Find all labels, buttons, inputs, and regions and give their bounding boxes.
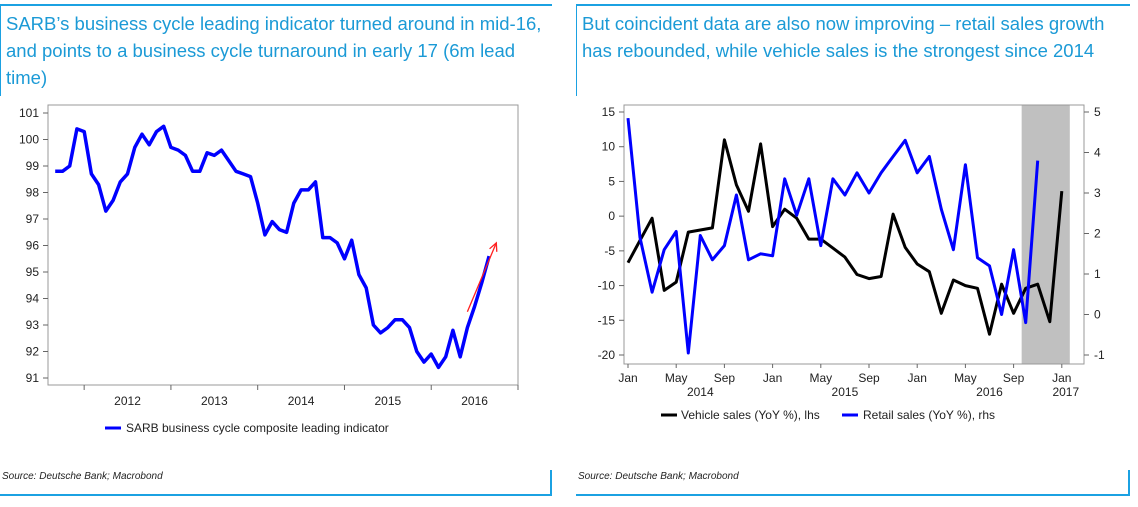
- y-right-tick-label: -1: [1094, 348, 1105, 362]
- x-tick-label: Sep: [1003, 371, 1025, 385]
- y-left-tick-label: 5: [608, 174, 615, 188]
- bottom-divider: [0, 494, 552, 496]
- x-tick-label: Sep: [858, 371, 880, 385]
- chart-panel-coincident-data: But coincident data are also now improvi…: [576, 0, 1130, 507]
- y-tick-label: 101: [19, 106, 39, 120]
- chart-title: But coincident data are also now improvi…: [582, 13, 1105, 61]
- y-right-tick-label: 5: [1094, 105, 1101, 119]
- title-left-rule: [0, 4, 1, 96]
- x-year-label: 2017: [1052, 385, 1079, 399]
- y-tick-label: 95: [26, 265, 40, 279]
- y-tick-label: 99: [26, 159, 40, 173]
- x-tick-label: Jan: [908, 371, 927, 385]
- y-tick-label: 97: [26, 212, 40, 226]
- series-line-vehicle-sales: [626, 138, 1064, 336]
- y-left-tick-label: -10: [598, 279, 616, 293]
- bottom-divider: [576, 494, 1130, 496]
- legend-label-leading-indicator: SARB business cycle composite leading in…: [126, 421, 389, 435]
- trend-arrow-shaft: [466, 242, 497, 313]
- x-tick-label: Jan: [618, 371, 637, 385]
- y-tick-label: 98: [26, 186, 40, 200]
- y-tick-label: 96: [26, 239, 40, 253]
- x-tick-label: 2015: [374, 394, 401, 408]
- chart-title: SARB’s business cycle leading indicator …: [6, 13, 542, 88]
- y-left-tick-label: -5: [604, 244, 615, 258]
- y-right-tick-label: 0: [1094, 308, 1101, 322]
- x-year-label: 2016: [976, 385, 1003, 399]
- y-left-tick-label: -20: [598, 348, 616, 362]
- x-tick-label: Jan: [763, 371, 782, 385]
- x-tick-label: May: [954, 371, 977, 385]
- y-right-tick-label: 2: [1094, 227, 1101, 241]
- series-line-leading-indicator: [55, 124, 491, 370]
- x-tick-label: 2013: [201, 394, 228, 408]
- x-tick-label: Sep: [714, 371, 736, 385]
- y-right-tick-label: 3: [1094, 186, 1101, 200]
- y-left-tick-label: 15: [602, 105, 616, 119]
- y-right-tick-label: 4: [1094, 146, 1101, 160]
- y-tick-label: 94: [26, 292, 40, 306]
- y-left-tick-label: 0: [608, 209, 615, 223]
- x-tick-label: 2016: [461, 394, 488, 408]
- trend-arrow-head: [489, 241, 498, 252]
- plot-frame: [47, 104, 519, 386]
- leading-indicator-chart: 91 92 93 94 95 96 97 98 99 100 101 2012 2013 2014 2015…: [19, 104, 519, 435]
- x-tick-label: May: [809, 371, 832, 385]
- y-tick-label: 91: [26, 371, 40, 385]
- x-tick-label: 2012: [114, 394, 141, 408]
- legend-label-vehicle-sales: Vehicle sales (YoY %), lhs: [681, 408, 820, 422]
- y-left-tick-label: 10: [602, 140, 616, 154]
- top-divider: [0, 4, 552, 6]
- y-tick-label: 92: [26, 345, 40, 359]
- title-left-rule: [576, 4, 577, 96]
- footer-right-rule: [1128, 470, 1130, 496]
- y-right-tick-label: 1: [1094, 267, 1101, 281]
- source-note: Source: Deutsche Bank; Macrobond: [578, 471, 739, 482]
- top-divider: [576, 4, 1130, 6]
- shaded-period: [1021, 105, 1070, 364]
- y-tick-label: 93: [26, 318, 40, 332]
- footer-right-rule: [550, 470, 552, 496]
- legend-label-retail-sales: Retail sales (YoY %), rhs: [863, 408, 995, 422]
- x-tick-label: Jan: [1052, 371, 1071, 385]
- source-note: Source: Deutsche Bank; Macrobond: [2, 471, 163, 482]
- x-year-label: 2015: [832, 385, 859, 399]
- series-line-retail-sales: [626, 117, 1040, 355]
- plot-frame: [623, 104, 1085, 365]
- y-left-tick-label: -15: [598, 313, 616, 327]
- x-tick-label: 2014: [288, 394, 315, 408]
- y-tick-label: 100: [19, 133, 39, 147]
- x-year-label: 2014: [687, 385, 714, 399]
- x-tick-label: May: [665, 371, 688, 385]
- chart-panel-leading-indicator: SARB’s business cycle leading indicator …: [0, 0, 552, 507]
